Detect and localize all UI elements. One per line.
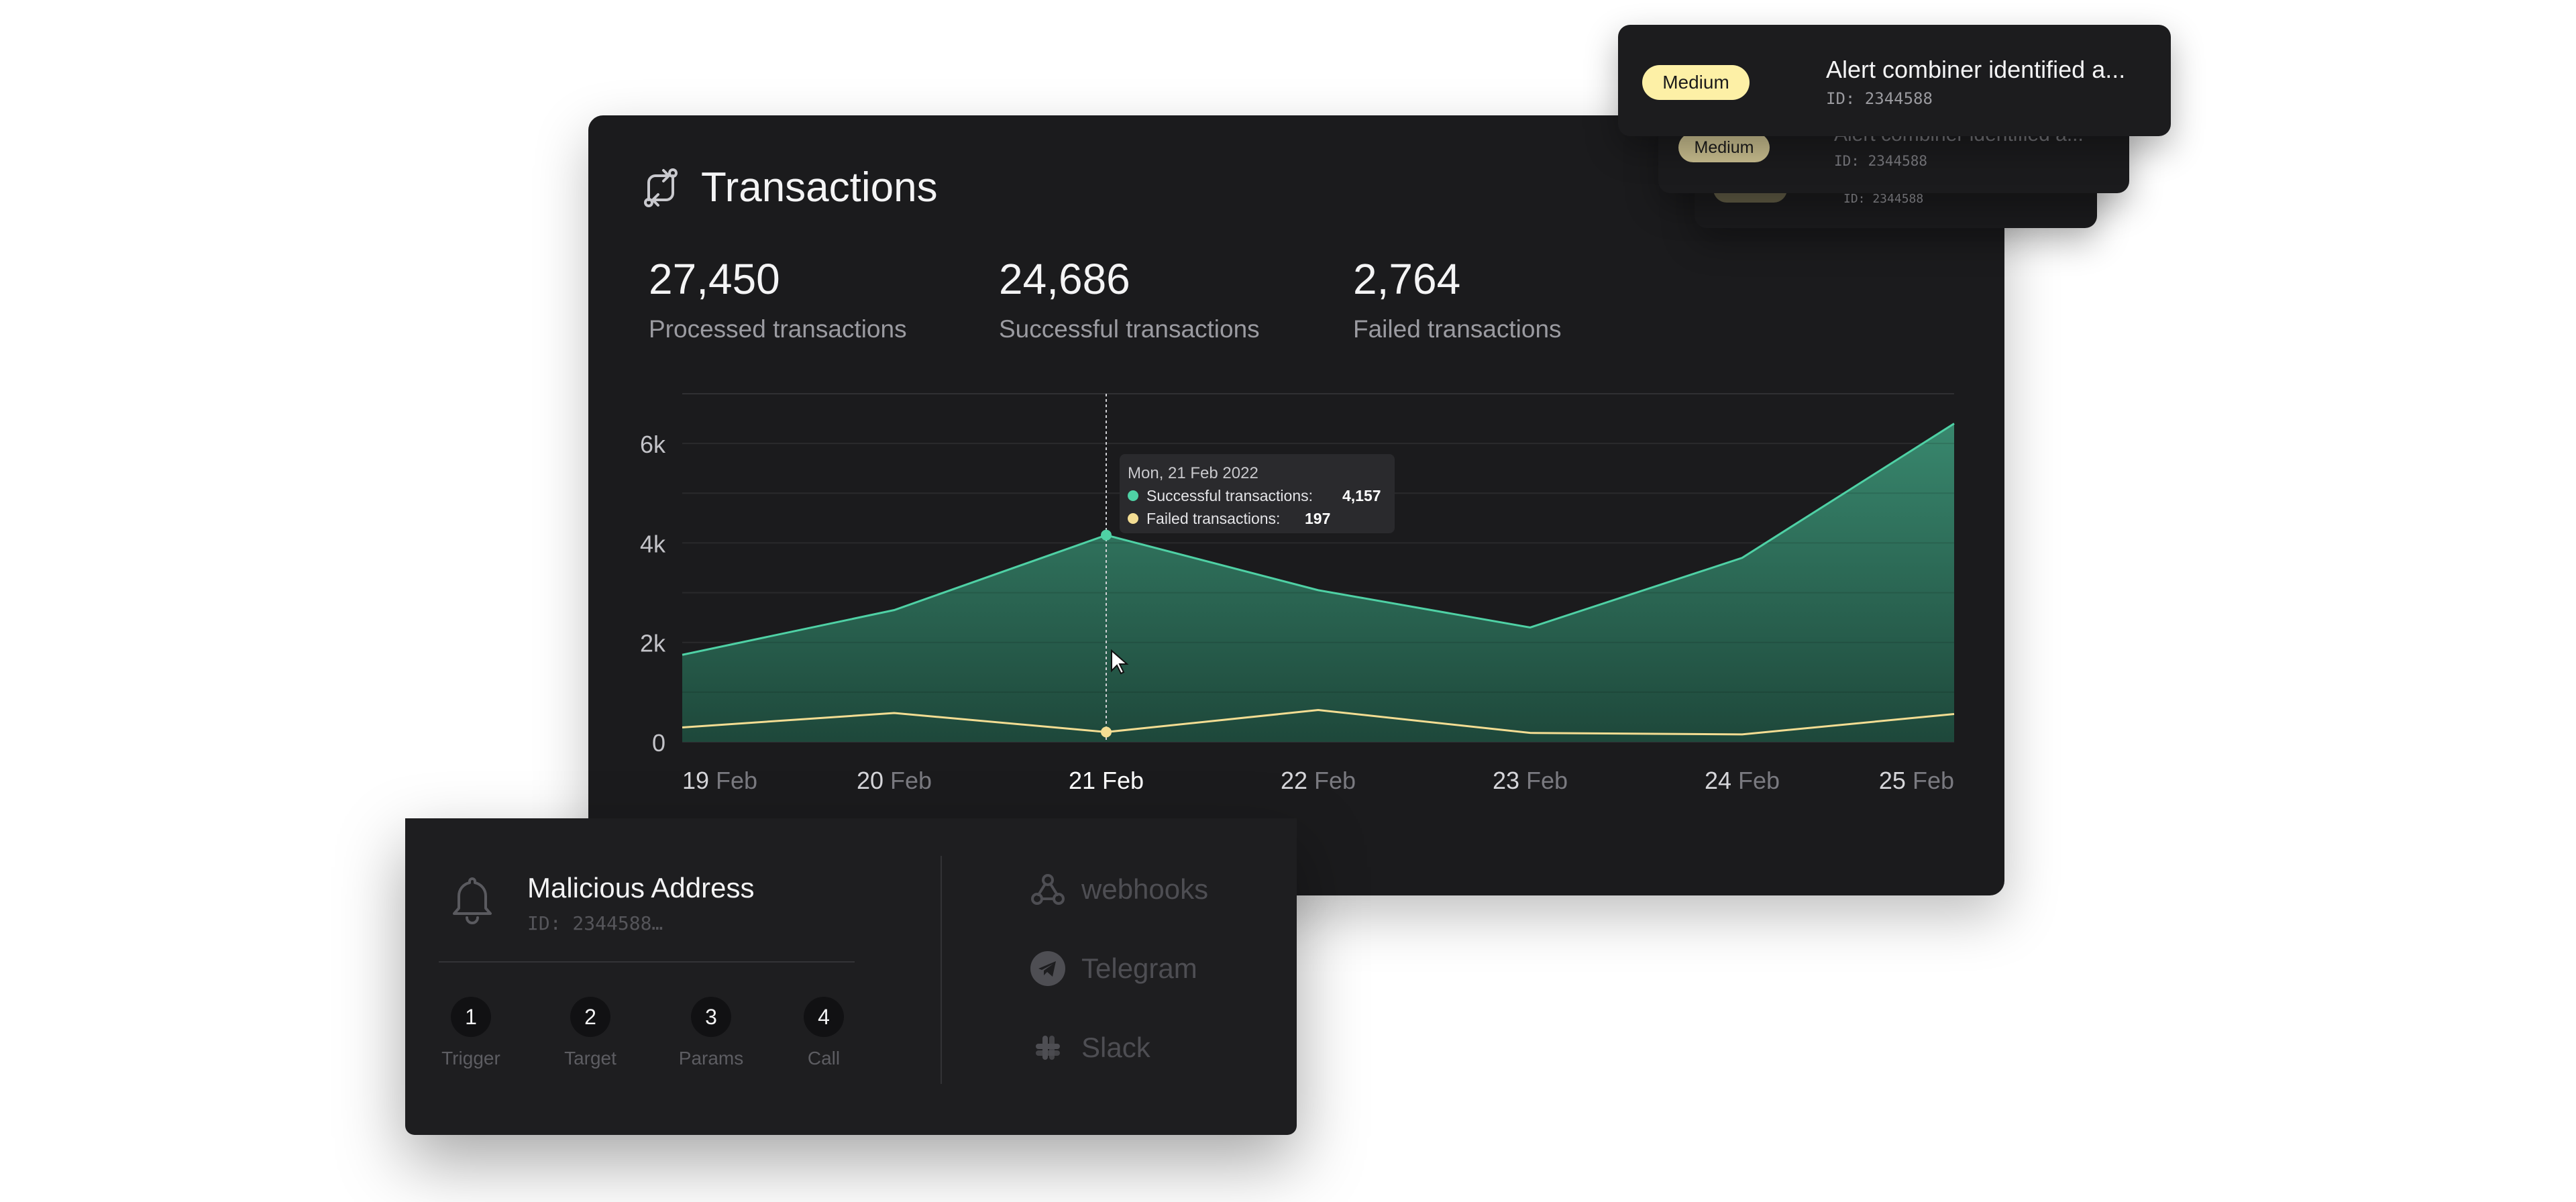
tooltip-box [1120, 454, 1395, 533]
y-tick-label: 0 [652, 729, 665, 757]
successful-area [682, 423, 1954, 742]
x-tick-label: 19 Feb [682, 767, 757, 794]
step-label: Call [807, 1048, 841, 1069]
alert-id: ID: 2344588 [1826, 89, 1933, 108]
step-label: Params [678, 1048, 744, 1069]
divider [941, 856, 942, 1084]
slack-icon [1036, 1036, 1060, 1060]
divider [439, 961, 855, 963]
tooltip-value: 197 [1305, 510, 1330, 527]
telegram-icon [1030, 951, 1065, 986]
y-tick-label: 2k [640, 630, 666, 657]
x-tick-label: 20 Feb [857, 767, 932, 794]
stat-failed: 2,764 Failed transactions [1353, 258, 1562, 343]
stat-label: Successful transactions [999, 315, 1260, 343]
transactions-panel: Transactions 27,450 Processed transactio… [588, 115, 2004, 895]
step-label: Trigger [441, 1048, 500, 1069]
alert-rule-id: ID: 2344588… [527, 912, 663, 934]
failed-series-line [682, 709, 1955, 736]
successful-point [1101, 529, 1112, 541]
x-tick-label: 22 Feb [1281, 767, 1356, 794]
y-tick-label: 6k [640, 431, 666, 458]
failed-point [1101, 726, 1112, 738]
stat-successful: 24,686 Successful transactions [999, 258, 1260, 343]
tooltip-date: Mon, 21 Feb 2022 [1128, 464, 1258, 482]
malicious-address-panel: Malicious Address ID: 2344588… 1 Trigger… [405, 818, 1297, 1135]
severity-badge: Medium [1678, 133, 1770, 162]
stat-processed: 27,450 Processed transactions [649, 258, 907, 343]
tooltip-value: 4,157 [1342, 487, 1381, 504]
y-tick-label: 4k [640, 530, 666, 557]
stat-value: 27,450 [649, 255, 780, 303]
stat-label: Failed transactions [1353, 315, 1562, 343]
step-target[interactable]: 2 Target [550, 997, 631, 1069]
severity-badge: Medium [1642, 65, 1750, 100]
successful-series-line [682, 423, 1955, 656]
alert-rule-title: Malicious Address [527, 872, 755, 904]
x-tick-label: 21 Feb [1069, 767, 1144, 794]
webhook-icon [1031, 874, 1065, 905]
alert-id: ID: 2344588 [1843, 192, 1924, 206]
step-trigger[interactable]: 1 Trigger [431, 997, 511, 1069]
step-number: 4 [804, 997, 844, 1037]
channel-label: Slack [1081, 1032, 1150, 1063]
step-number: 2 [570, 997, 610, 1037]
x-tick-label: 23 Feb [1493, 767, 1568, 794]
stat-label: Processed transactions [649, 315, 907, 343]
alert-id: ID: 2344588 [1834, 153, 1928, 169]
step-call[interactable]: 4 Call [784, 997, 864, 1069]
alert-card-1[interactable]: Medium Alert combiner identified a... ID… [1618, 25, 2171, 136]
tooltip-label: Failed transactions: [1146, 510, 1280, 527]
tooltip-legend-dot [1128, 490, 1138, 501]
transactions-chart[interactable]: 0 2k 4k 6k 19 Feb 20 Feb 21 Feb 22 Feb 23 Feb 24 … [588, 115, 2004, 895]
alert-title: Alert combiner identified a... [1826, 56, 2126, 83]
tooltip-label: Successful transactions: [1146, 487, 1313, 504]
bell-icon [453, 877, 492, 924]
channel-label: webhooks [1081, 873, 1209, 905]
arrows-exchange-icon [644, 168, 678, 207]
stat-value: 24,686 [999, 255, 1130, 303]
mouse-cursor-icon [1111, 649, 1129, 675]
x-tick-label: 24 Feb [1705, 767, 1780, 794]
step-number: 3 [691, 997, 731, 1037]
step-params[interactable]: 3 Params [671, 997, 751, 1069]
step-label: Target [564, 1048, 616, 1069]
tooltip-legend-dot [1128, 513, 1138, 524]
x-tick-label: 25 Feb [1879, 767, 1954, 794]
page-title: Transactions [701, 164, 938, 211]
channel-label: Telegram [1081, 952, 1197, 984]
stat-value: 2,764 [1353, 255, 1461, 303]
step-number: 1 [451, 997, 491, 1037]
